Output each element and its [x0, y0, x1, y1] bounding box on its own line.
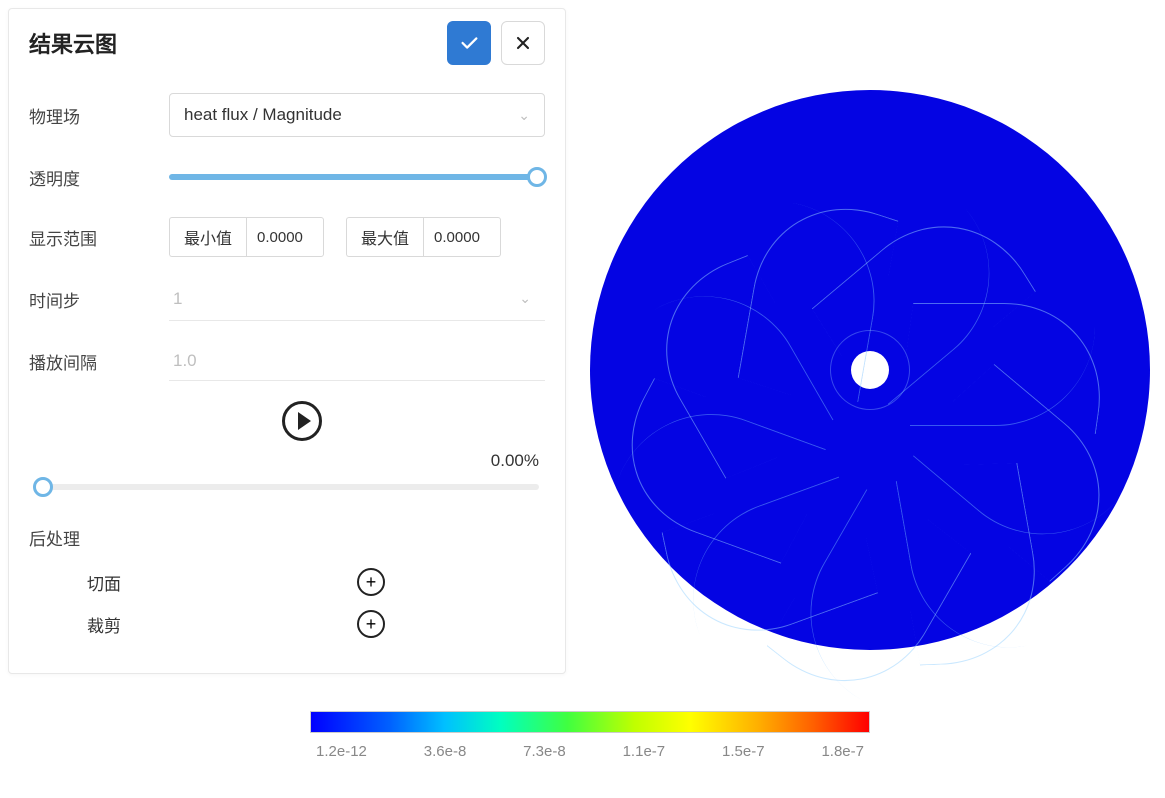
timestep-value: 1 [173, 289, 182, 309]
interval-row: 播放间隔 [29, 341, 545, 381]
range-max-group: 最大值 [346, 217, 501, 257]
range-min-group: 最小值 [169, 217, 324, 257]
range-label: 显示范围 [29, 225, 169, 250]
visualization-area [580, 40, 1160, 700]
colorbar-tick: 1.5e-7 [722, 743, 765, 760]
opacity-row: 透明度 [29, 157, 545, 197]
plus-icon: + [366, 573, 377, 591]
range-min-button[interactable]: 最小值 [169, 217, 246, 257]
opacity-label: 透明度 [29, 165, 169, 190]
panel-title: 结果云图 [29, 27, 117, 59]
colorbar-tick: 1.2e-12 [316, 743, 367, 760]
panel-header: 结果云图 [29, 21, 545, 65]
physics-value: heat flux / Magnitude [184, 105, 342, 125]
results-panel: 结果云图 物理场 heat flux / Magnitude ⌄ 透明度 [8, 8, 566, 674]
timestep-select[interactable]: 1 ⌄ [169, 277, 545, 321]
physics-label: 物理场 [29, 103, 169, 128]
timestep-label: 时间步 [29, 287, 169, 312]
opacity-slider[interactable] [169, 167, 545, 187]
range-max-button[interactable]: 最大值 [346, 217, 423, 257]
physics-select[interactable]: heat flux / Magnitude ⌄ [169, 93, 545, 137]
confirm-button[interactable] [447, 21, 491, 65]
colorbar-tick: 1.1e-7 [623, 743, 666, 760]
range-min-input[interactable] [246, 217, 324, 257]
chevron-down-icon: ⌄ [518, 107, 530, 124]
colorbar: 1.2e-12 3.6e-8 7.3e-8 1.1e-7 1.5e-7 1.8e-7 [310, 711, 870, 760]
opacity-thumb[interactable] [527, 167, 547, 187]
close-icon [513, 33, 533, 53]
range-max-input[interactable] [423, 217, 501, 257]
section-row: 切面 + [29, 568, 545, 596]
header-buttons [447, 21, 545, 65]
chevron-down-icon: ⌄ [519, 290, 531, 307]
progress-thumb[interactable] [33, 477, 53, 497]
crop-label: 裁剪 [87, 612, 357, 637]
check-icon [458, 32, 480, 54]
colorbar-ticks: 1.2e-12 3.6e-8 7.3e-8 1.1e-7 1.5e-7 1.8e-7 [310, 743, 870, 760]
interval-input[interactable] [169, 341, 545, 381]
opacity-track [169, 174, 545, 180]
postprocess-title: 后处理 [29, 525, 545, 550]
impeller-contour[interactable] [590, 90, 1150, 650]
colorbar-tick: 1.8e-7 [821, 743, 864, 760]
section-label: 切面 [87, 570, 357, 595]
crop-row: 裁剪 + [29, 610, 545, 638]
progress-text: 0.00% [491, 451, 539, 471]
physics-row: 物理场 heat flux / Magnitude ⌄ [29, 93, 545, 137]
interval-label: 播放间隔 [29, 349, 169, 374]
play-button[interactable] [282, 401, 322, 441]
colorbar-gradient [310, 711, 870, 733]
range-row: 显示范围 最小值 最大值 [29, 217, 545, 257]
progress-track [35, 484, 539, 490]
plus-icon: + [366, 615, 377, 633]
playback-controls: 0.00% [29, 401, 545, 471]
add-section-button[interactable]: + [357, 568, 385, 596]
colorbar-tick: 7.3e-8 [523, 743, 566, 760]
progress-slider[interactable] [35, 477, 539, 497]
add-crop-button[interactable]: + [357, 610, 385, 638]
close-button[interactable] [501, 21, 545, 65]
timestep-row: 时间步 1 ⌄ [29, 277, 545, 321]
play-icon [298, 412, 311, 430]
colorbar-tick: 3.6e-8 [424, 743, 467, 760]
